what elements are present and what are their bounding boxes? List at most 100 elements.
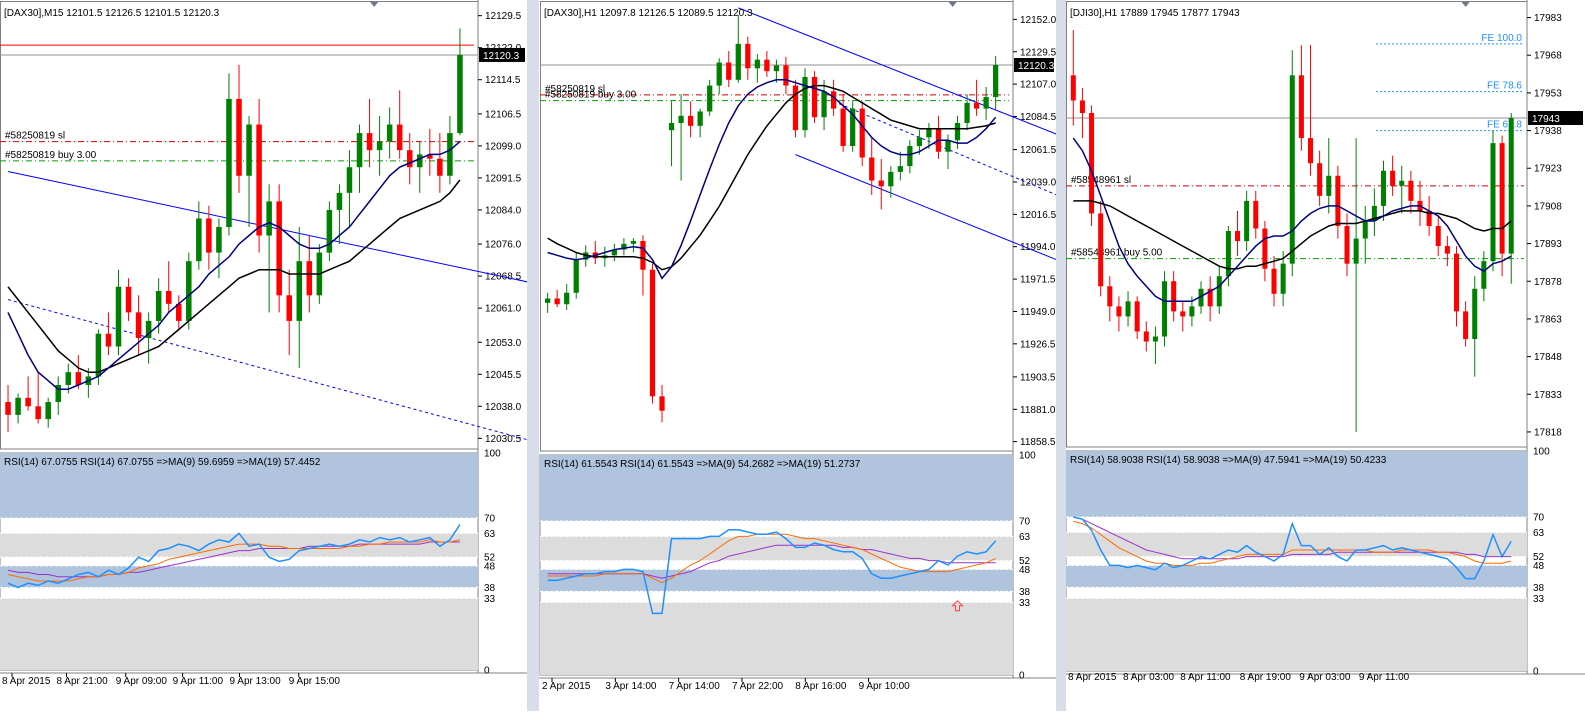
moving-average-slow — [7, 179, 461, 373]
candle-body — [993, 64, 999, 98]
window-gap-right — [1056, 0, 1066, 711]
candle-body — [1463, 311, 1469, 340]
time-tick-label: 8 Apr 21:00 — [57, 676, 109, 687]
candle-body — [1317, 163, 1323, 196]
candle-body — [1198, 288, 1204, 307]
candle-body — [366, 133, 373, 151]
candle-body — [5, 402, 11, 415]
candle-body — [386, 124, 393, 142]
candle-body — [196, 218, 202, 262]
time-tick-label: 8 Apr 03:00 — [1123, 672, 1175, 683]
candle-body — [65, 372, 72, 385]
chart-shift-marker — [948, 2, 957, 7]
candle-body — [447, 133, 453, 176]
candle-body — [878, 180, 884, 187]
candle-body — [1107, 286, 1113, 307]
time-tick-label: 8 Apr 11:00 — [1180, 672, 1231, 683]
price-tick-label: 12016.5 — [1020, 210, 1056, 221]
candle-body — [457, 54, 463, 134]
candle-body — [1134, 301, 1140, 332]
price-tick-label: 12061.5 — [1020, 145, 1056, 156]
candle-body — [1390, 170, 1396, 186]
rsi-line — [547, 529, 997, 615]
candle-body — [659, 396, 665, 411]
price-tick-label: 17938 — [1534, 126, 1562, 137]
candle-body — [840, 108, 846, 146]
candle-body — [165, 291, 172, 304]
candle-body — [1079, 100, 1085, 113]
candle-body — [554, 298, 560, 305]
order-label-sl: #58250819 sl — [5, 131, 65, 142]
candle-body — [954, 122, 961, 141]
candle-body — [1271, 268, 1277, 294]
candle-body — [1353, 238, 1359, 264]
rsi-level-label: 70 — [484, 514, 496, 525]
candle-body — [1298, 75, 1304, 139]
candle-body — [206, 218, 212, 253]
rsi-band-overbought — [1066, 451, 1527, 517]
price-tick-label: 17818 — [1534, 427, 1562, 438]
candle-body — [145, 320, 152, 338]
current-price-box — [479, 47, 525, 62]
chart-window-dax-h1[interactable]: 12152.0 12129.5 12107.0 12084.5 12061.5 12039… — [539, 0, 1111, 711]
candle-body — [926, 128, 932, 138]
candle-body — [115, 286, 122, 347]
price-tick-label: 17893 — [1534, 239, 1562, 250]
rsi-band-upper — [540, 536, 1013, 561]
candle-body — [1399, 180, 1405, 186]
rsi-level-label: 63 — [484, 529, 496, 540]
order-label-sl: #58250819 sl — [545, 84, 605, 95]
chart-title: [DAX30],M15 12101.5 12126.5 12101.5 1212… — [4, 8, 220, 19]
price-tick-label: 11949.0 — [1020, 307, 1056, 318]
candle-body — [326, 209, 333, 253]
trendline — [738, 7, 1073, 141]
rsi-band-oversold — [1066, 598, 1527, 671]
candle-body — [1453, 253, 1459, 312]
rsi-band-middle — [540, 569, 1013, 592]
price-tick-label: 12084.0 — [485, 205, 522, 216]
price-tick-label: 12152.0 — [1020, 15, 1056, 26]
rsi-line — [1073, 516, 1512, 580]
candle-body — [1408, 180, 1414, 201]
price-tick-label: 11903.5 — [1020, 372, 1056, 383]
candle-body — [1216, 276, 1222, 307]
candle-body — [1444, 246, 1450, 254]
fib-level-label: FE 61.8 — [1487, 120, 1522, 131]
candle-body — [356, 133, 363, 168]
price-tick-label: 12091.5 — [485, 173, 522, 184]
rsi-level-label: 52 — [484, 553, 496, 564]
price-tick-label: 12045.5 — [485, 370, 522, 381]
rsi-line — [7, 524, 461, 589]
chart-svg-dax-m15: 12129.512122.012114.512106.512099.012091… — [0, 0, 611, 687]
order-label-buy: #58250819 buy 3.00 — [5, 150, 97, 161]
candle-body — [336, 192, 343, 210]
rsi-level-label: 33 — [1019, 598, 1031, 609]
moving-average-slow — [547, 84, 996, 271]
candle-body — [1481, 261, 1487, 289]
candle-body — [678, 115, 684, 123]
candle-body — [869, 157, 875, 181]
current-price-box — [1528, 111, 1583, 126]
time-tick-label: 7 Apr 14:00 — [669, 681, 721, 692]
current-price-label: 12120.3 — [483, 51, 520, 62]
rsi-level-label: 70 — [1533, 513, 1545, 524]
time-tick-label: 8 Apr 19:00 — [1240, 672, 1292, 683]
candle-body — [850, 108, 856, 146]
chart-window-dax-m15[interactable]: 12129.512122.012114.512106.512099.012091… — [0, 0, 611, 711]
candle-body — [135, 312, 142, 338]
candle-body — [186, 261, 192, 321]
time-tick-label: 8 Apr 16:00 — [795, 681, 847, 692]
candle-body — [1472, 288, 1478, 340]
current-price-box — [1014, 57, 1054, 72]
rsi-band-oversold — [0, 598, 478, 670]
candle-body — [226, 98, 232, 227]
price-tick-label: 17833 — [1534, 390, 1562, 401]
rsi-band-middle — [1066, 565, 1527, 588]
candle-body — [716, 62, 722, 86]
chart-window-dji-h1[interactable]: 17983 17968 17953 17938 17923 17908 17893 17878… — [1065, 0, 1585, 711]
candle-body — [630, 240, 637, 244]
moving-average-slow — [1073, 200, 1512, 270]
candle-body — [1089, 112, 1095, 214]
price-tick-label: 12084.5 — [1020, 112, 1056, 123]
price-tick-label: 12061.0 — [485, 304, 522, 315]
